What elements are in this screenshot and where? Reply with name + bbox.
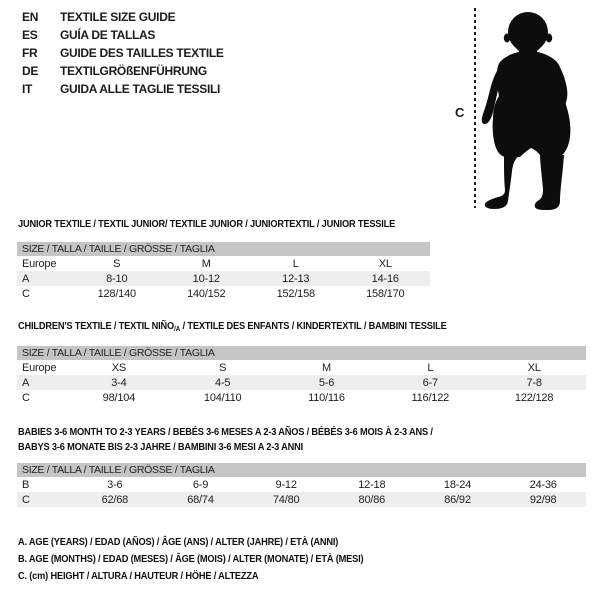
children-age-row: A 3-4 4-5 5-6 6-7 7-8 [17,375,586,390]
lang-row-es: ES GUÍA DE TALLAS [22,26,224,44]
table-cell: XS [111,361,127,374]
height-measure-dotted-line [474,8,476,208]
table-cell: 18-24 [443,478,472,491]
table-cell: 12-13 [282,272,310,285]
baby-silhouette-icon [481,12,571,210]
table-cell: 140/152 [187,287,226,300]
babies-size-header-bar: SIZE / TALLA / TAILLE / GRÖSSE / TAGLIA [17,463,586,477]
table-cell: 14-16 [371,272,399,285]
row-label: C [22,287,30,300]
lang-row-fr: FR GUIDE DES TAILLES TEXTILE [22,44,224,62]
babies-months-row: B 3-6 6-9 9-12 12-18 18-24 24-36 [17,477,586,492]
table-cell: 6-7 [422,376,439,389]
table-cell: 92/98 [529,493,557,506]
junior-height-row: C 128/140 140/152 152/158 158/170 [17,286,430,301]
table-cell: 110/116 [308,391,345,404]
junior-size-header-bar: SIZE / TALLA / TAILLE / GRÖSSE / TAGLIA [17,242,430,256]
row-label: A [22,376,30,389]
children-size-header-bar: SIZE / TALLA / TAILLE / GRÖSSE / TAGLIA [17,346,586,360]
table-cell: 104/110 [203,391,242,404]
lang-title: TEXTILGRÖßENFÜHRUNG [60,64,207,78]
table-cell: 116/122 [411,391,450,404]
lang-title: TEXTILE SIZE GUIDE [60,10,176,24]
table-cell: 4-5 [215,376,231,389]
table-cell: 3-4 [111,376,127,389]
junior-sizes-row: Europe S M L XL [17,256,430,271]
table-cell: 74/80 [272,493,300,506]
table-cell: 10-12 [192,272,220,285]
table-cell: 24-36 [529,478,557,491]
children-table-title: CHILDREN'S TEXTILE / TEXTIL NIÑO/A / TEX… [18,320,447,333]
footnote-height: C. (cm) HEIGHT / ALTURA / HAUTEUR / HÖHE… [18,570,259,582]
table-cell: 128/140 [97,287,137,300]
table-cell: 3-6 [107,478,123,491]
table-cell: 12-18 [358,478,386,491]
table-cell: L [427,361,434,374]
lang-code: EN [22,10,39,24]
table-cell: 7-8 [526,376,542,389]
row-label: B [22,478,30,491]
table-cell: 86/92 [444,493,471,506]
children-sizes-row: Europe XS S M L XL [17,360,586,375]
table-cell: 5-6 [318,376,335,389]
children-title-post: / TEXTILE DES ENFANTS / KINDERTEXTIL / B… [180,320,447,332]
lang-row-de: DE TEXTILGRÖßENFÜHRUNG [22,62,224,80]
children-title-sub: /A [174,326,181,333]
row-label: C [22,391,30,404]
table-cell: 6-9 [192,478,209,491]
table-cell: 8-10 [106,272,128,285]
lang-title: GUÍA DE TALLAS [60,28,156,42]
lang-code: DE [22,64,39,78]
row-label: Europe [22,257,57,270]
children-title-pre: CHILDREN'S TEXTILE / TEXTIL NIÑO [18,320,175,332]
footnote-age-years: A. AGE (YEARS) / EDAD (AÑOS) / ÂGE (ANS)… [18,536,339,548]
table-cell: 158/170 [366,287,405,300]
footnote-age-months: B. AGE (MONTHS) / EDAD (MESES) / ÂGE (MO… [18,553,364,565]
lang-row-en: EN TEXTILE SIZE GUIDE [22,8,224,26]
table-cell: L [292,257,299,270]
lang-title: GUIDA ALLE TAGLIE TESSILI [60,82,221,96]
row-label: A [22,272,30,285]
table-cell: 98/104 [102,391,136,404]
table-cell: M [322,361,331,374]
lang-title: GUIDE DES TAILLES TEXTILE [60,46,224,60]
table-cell: XL [527,361,541,374]
table-cell: XL [378,257,392,270]
lang-code: IT [22,82,33,96]
children-height-row: C 98/104 104/110 110/116 116/122 122/128 [17,390,586,405]
row-label: Europe [22,361,57,374]
junior-table-title: JUNIOR TEXTILE / TEXTIL JUNIOR/ TEXTILE … [18,218,396,230]
height-measure-label: C [455,105,465,120]
table-cell: M [201,257,211,270]
table-cell: S [219,361,227,374]
lang-code: ES [22,28,38,42]
row-label: C [22,493,30,506]
lang-code: FR [22,46,38,60]
table-cell: 152/158 [276,287,316,300]
babies-table-title-line1: BABIES 3-6 MONTH TO 2-3 YEARS / BEBÉS 3-… [18,426,433,438]
babies-table-title-line2: BABYS 3-6 MONATE BIS 2-3 JAHRE / BAMBINI… [18,441,303,453]
lang-row-it: IT GUIDA ALLE TAGLIE TESSILI [22,80,224,98]
junior-age-row: A 8-10 10-12 12-13 14-16 [17,271,430,286]
table-cell: 68/74 [187,493,214,506]
table-cell: 62/68 [101,493,129,506]
table-cell: S [113,257,121,270]
babies-height-row: C 62/68 68/74 74/80 80/86 86/92 92/98 [17,492,586,507]
language-title-list: EN TEXTILE SIZE GUIDE ES GUÍA DE TALLAS … [22,8,224,98]
table-cell: 80/86 [358,493,386,506]
table-cell: 9-12 [275,478,297,491]
table-cell: 122/128 [514,391,554,404]
